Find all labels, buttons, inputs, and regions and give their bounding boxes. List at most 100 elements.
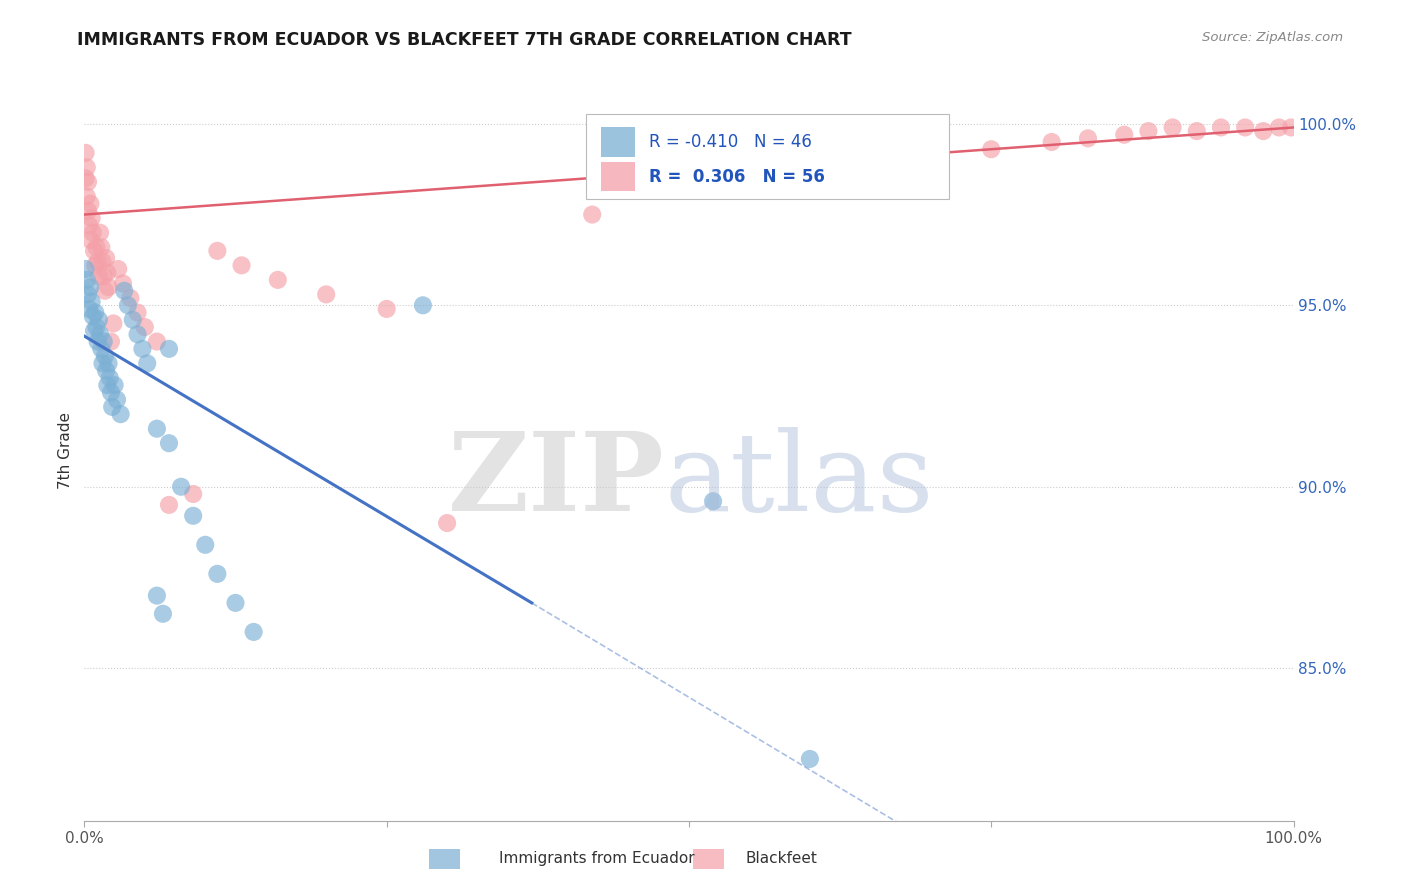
Point xyxy=(93,269,115,284)
Point xyxy=(170,480,193,494)
Text: Source: ZipAtlas.com: Source: ZipAtlas.com xyxy=(1202,31,1343,45)
Point xyxy=(267,273,290,287)
Point xyxy=(702,494,724,508)
FancyBboxPatch shape xyxy=(600,127,634,156)
Point xyxy=(105,392,128,407)
Point xyxy=(94,349,117,363)
Point xyxy=(86,240,108,254)
Point xyxy=(101,400,124,414)
Point xyxy=(181,487,204,501)
Point xyxy=(1185,124,1208,138)
Point xyxy=(93,334,115,349)
Point xyxy=(94,251,117,265)
Point xyxy=(103,317,125,331)
Point xyxy=(96,378,118,392)
Point xyxy=(80,211,103,226)
Point xyxy=(97,280,120,294)
Point xyxy=(702,182,724,196)
Point xyxy=(75,262,97,277)
Point xyxy=(1114,128,1136,142)
Text: R = -0.410   N = 46: R = -0.410 N = 46 xyxy=(650,133,811,151)
Point xyxy=(581,208,603,222)
Point xyxy=(1040,135,1063,149)
Point xyxy=(980,142,1002,156)
Point xyxy=(1161,120,1184,135)
Point xyxy=(91,254,114,268)
Point xyxy=(121,313,143,327)
Point xyxy=(194,538,217,552)
Point xyxy=(82,309,104,323)
Point xyxy=(100,385,122,400)
Point xyxy=(117,298,139,312)
Text: IMMIGRANTS FROM ECUADOR VS BLACKFEET 7TH GRADE CORRELATION CHART: IMMIGRANTS FROM ECUADOR VS BLACKFEET 7TH… xyxy=(77,31,852,49)
Point xyxy=(80,294,103,309)
Point xyxy=(94,363,117,377)
Point xyxy=(76,189,98,203)
Text: atlas: atlas xyxy=(665,426,935,533)
Point xyxy=(75,145,97,160)
Text: R =  0.306   N = 56: R = 0.306 N = 56 xyxy=(650,168,825,186)
Point xyxy=(94,284,117,298)
Point xyxy=(146,334,169,349)
Point xyxy=(84,305,107,319)
Point xyxy=(920,153,942,168)
Point xyxy=(79,196,101,211)
Point xyxy=(90,240,112,254)
Point xyxy=(90,342,112,356)
Point xyxy=(181,508,204,523)
Point xyxy=(77,287,100,301)
Point xyxy=(86,254,108,268)
Point xyxy=(77,175,100,189)
Point xyxy=(207,244,229,258)
Point xyxy=(127,327,149,342)
Point xyxy=(1253,124,1275,138)
Point xyxy=(1209,120,1232,135)
Point xyxy=(152,607,174,621)
Point xyxy=(110,407,132,421)
Point xyxy=(242,624,264,639)
Point xyxy=(107,262,129,277)
Point xyxy=(157,342,180,356)
Y-axis label: 7th Grade: 7th Grade xyxy=(58,412,73,489)
Point xyxy=(1077,131,1099,145)
Point xyxy=(134,320,156,334)
Point xyxy=(76,161,98,175)
Point xyxy=(84,258,107,272)
Point xyxy=(79,233,101,247)
Point xyxy=(86,334,108,349)
Point xyxy=(127,305,149,319)
Point xyxy=(87,269,110,284)
Point xyxy=(89,226,111,240)
Point xyxy=(83,244,105,258)
Point xyxy=(100,334,122,349)
Point xyxy=(146,422,169,436)
Point xyxy=(83,324,105,338)
Point xyxy=(207,566,229,581)
Point xyxy=(859,161,882,175)
Point xyxy=(146,589,169,603)
Point xyxy=(412,298,434,312)
Point xyxy=(1279,120,1302,135)
Point xyxy=(104,378,127,392)
Point xyxy=(75,171,97,186)
Point xyxy=(112,277,135,291)
Point xyxy=(112,284,135,298)
Point xyxy=(77,301,100,316)
Point xyxy=(79,280,101,294)
Text: ZIP: ZIP xyxy=(449,426,665,533)
Point xyxy=(91,356,114,370)
Point xyxy=(799,752,821,766)
Point xyxy=(87,313,110,327)
Point xyxy=(98,371,121,385)
Point xyxy=(225,596,247,610)
Point xyxy=(82,226,104,240)
Text: Immigrants from Ecuador: Immigrants from Ecuador xyxy=(499,851,695,865)
Point xyxy=(86,320,108,334)
Point xyxy=(96,266,118,280)
Point xyxy=(136,356,159,370)
Point xyxy=(77,219,100,233)
Point xyxy=(1137,124,1160,138)
Point xyxy=(1234,120,1257,135)
Point xyxy=(120,291,142,305)
Point xyxy=(1268,120,1291,135)
